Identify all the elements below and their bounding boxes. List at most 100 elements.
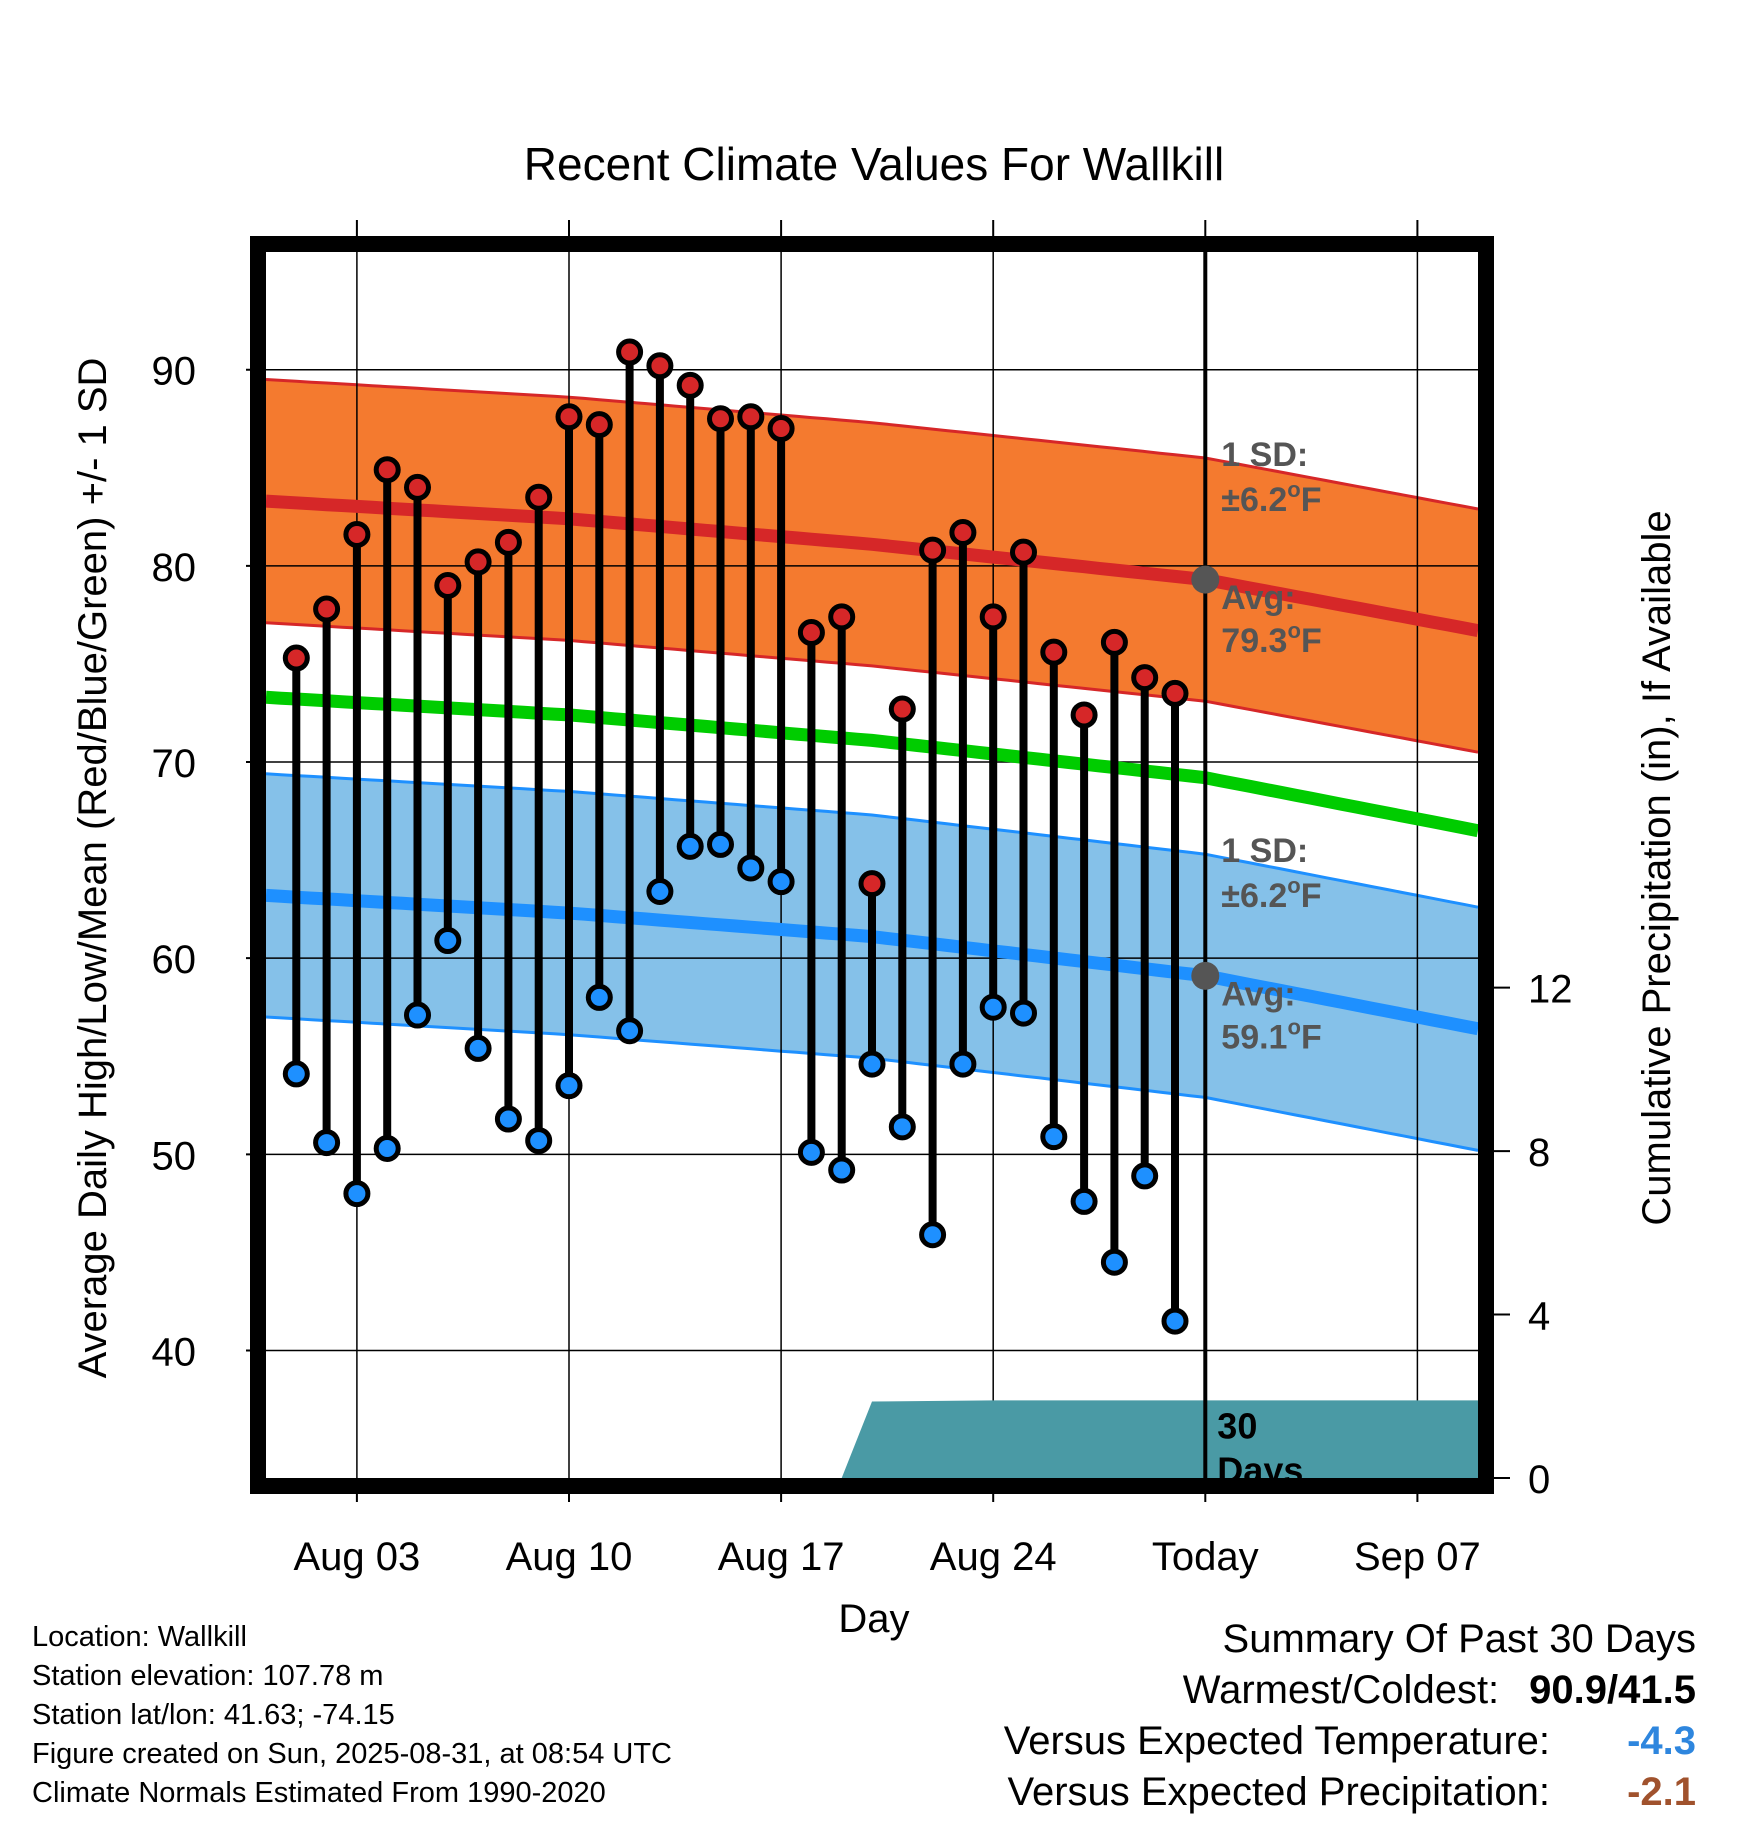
high-band-upper-edge (265, 378, 1479, 511)
location-text: Location: Wallkill (32, 1621, 247, 1653)
daily-low-point (373, 1134, 401, 1162)
daily-high-point (1070, 701, 1098, 729)
high-avg-today-dot (1191, 565, 1220, 594)
daily-high-point (979, 603, 1007, 631)
daily-high-point (646, 352, 674, 380)
high-avg-value: 79.3oF (1221, 618, 1321, 660)
low-avg-today-dot (1191, 961, 1220, 990)
daily-high-point (919, 536, 947, 564)
daily-low-point (828, 1156, 856, 1184)
low-sd-label: 1 SD: (1221, 832, 1308, 870)
y2-tick-label: 8 (1528, 1131, 1550, 1175)
high-sd-label: 1 SD: (1221, 436, 1308, 474)
y-tick-label: 50 (152, 1134, 197, 1178)
y-tick-label: 90 (152, 350, 197, 394)
elevation-text: Station elevation: 107.78 m (32, 1660, 384, 1692)
daily-high-point (888, 695, 916, 723)
daily-low-point (767, 868, 795, 896)
daily-high-point (616, 338, 644, 366)
y-tick-label: 60 (152, 938, 197, 982)
temp-label: Versus Expected Temperature: (1003, 1719, 1550, 1763)
daily-low-point (343, 1180, 371, 1208)
daily-low-point (858, 1050, 886, 1078)
daily-high-point (828, 603, 856, 631)
low-band-upper-edge (265, 772, 1479, 909)
daily-high-point (1131, 664, 1159, 692)
chart-title: Recent Climate Values For Wallkill (524, 138, 1224, 190)
summary-temp: Versus Expected Temperature: -4.3 (1004, 1716, 1696, 1767)
precip-value: -2.1 (1627, 1770, 1696, 1814)
daily-low-point (282, 1060, 310, 1088)
daily-low-point (979, 993, 1007, 1021)
high-sd-value: ±6.2oF (1221, 477, 1321, 519)
daily-high-point (737, 403, 765, 431)
x-tick-label: Aug 17 (718, 1535, 845, 1579)
daily-low-point (1010, 999, 1037, 1027)
x-tick-label: Sep 07 (1354, 1535, 1481, 1579)
daily-low-point (1161, 1307, 1189, 1335)
daily-low-point (1040, 1123, 1068, 1151)
daily-high-point (1161, 679, 1189, 707)
daily-low-point (949, 1050, 977, 1078)
summary-panel: Summary Of Past 30 Days Warmest/Coldest:… (1004, 1614, 1696, 1818)
x-tick-label: Aug 03 (294, 1535, 421, 1579)
daily-low-point (676, 832, 704, 860)
y-axis-title: Average Daily High/Low/Mean (Red/Blue/Gr… (71, 358, 115, 1379)
daily-low-point (737, 854, 765, 882)
daily-high-point (525, 483, 553, 511)
daily-high-point (707, 405, 734, 433)
daily-low-point (464, 1034, 492, 1062)
normals-text: Climate Normals Estimated From 1990-2020 (32, 1777, 606, 1809)
daily-high-point (1040, 638, 1068, 666)
daily-low-point (555, 1072, 583, 1100)
daily-high-point (343, 520, 371, 548)
low-avg-value: 59.1oF (1221, 1014, 1321, 1056)
daily-high-point (555, 403, 583, 431)
daily-high-point (797, 619, 825, 647)
summary-precip: Versus Expected Precipitation: -2.1 (1004, 1767, 1696, 1818)
warm-cold-label: Warmest/Coldest: (1182, 1668, 1500, 1712)
y-tick-label: 40 (152, 1330, 197, 1374)
latlon-text: Station lat/lon: 41.63; -74.15 (32, 1699, 395, 1731)
daily-high-point (858, 870, 886, 898)
daily-high-point (373, 456, 401, 484)
high-avg-label: Avg: (1221, 579, 1295, 617)
warm-cold-value: 90.9/41.5 (1529, 1668, 1696, 1712)
created-text: Figure created on Sun, 2025-08-31, at 08… (32, 1738, 672, 1770)
y-tick-label: 80 (152, 546, 197, 590)
daily-low-point (707, 830, 734, 858)
daily-low-point (919, 1221, 947, 1249)
daily-high-point (1010, 538, 1037, 566)
daily-high-point (464, 548, 492, 576)
daily-low-point (585, 983, 613, 1011)
daily-low-point (797, 1138, 825, 1166)
x-tick-label: Aug 10 (506, 1535, 633, 1579)
daily-low-point (1100, 1248, 1128, 1276)
x-axis-title: Day (838, 1597, 909, 1641)
low-sd-value: ±6.2oF (1221, 873, 1321, 915)
plot-frame (250, 236, 1494, 1494)
y2-axis-title: Cumulative Precipitation (in), If Availa… (1635, 510, 1679, 1225)
mean-normal-line (265, 690, 1480, 838)
daily-low-point (404, 1001, 431, 1029)
precipitation-area (841, 1400, 1478, 1478)
days-label-number: 30 (1217, 1405, 1257, 1446)
daily-low-point (434, 927, 462, 955)
station-info: Location: Wallkill Station elevation: 10… (32, 1618, 672, 1813)
daily-high-point (585, 411, 613, 439)
daily-high-point (949, 519, 977, 547)
daily-high-point (1100, 628, 1128, 656)
daily-high-point (313, 595, 341, 623)
high-normal-line (265, 494, 1480, 637)
daily-high-point (434, 571, 462, 599)
low-avg-label: Avg: (1221, 975, 1295, 1013)
y2-tick-label: 0 (1528, 1458, 1550, 1502)
summary-warm-cold: Warmest/Coldest: 90.9/41.5 (1004, 1665, 1696, 1716)
daily-low-point (1131, 1162, 1159, 1190)
x-tick-label: Today (1152, 1535, 1259, 1579)
daily-high-point (494, 528, 522, 556)
daily-low-point (313, 1129, 341, 1157)
high-band-lower-edge (265, 621, 1479, 754)
daily-low-point (525, 1127, 553, 1155)
